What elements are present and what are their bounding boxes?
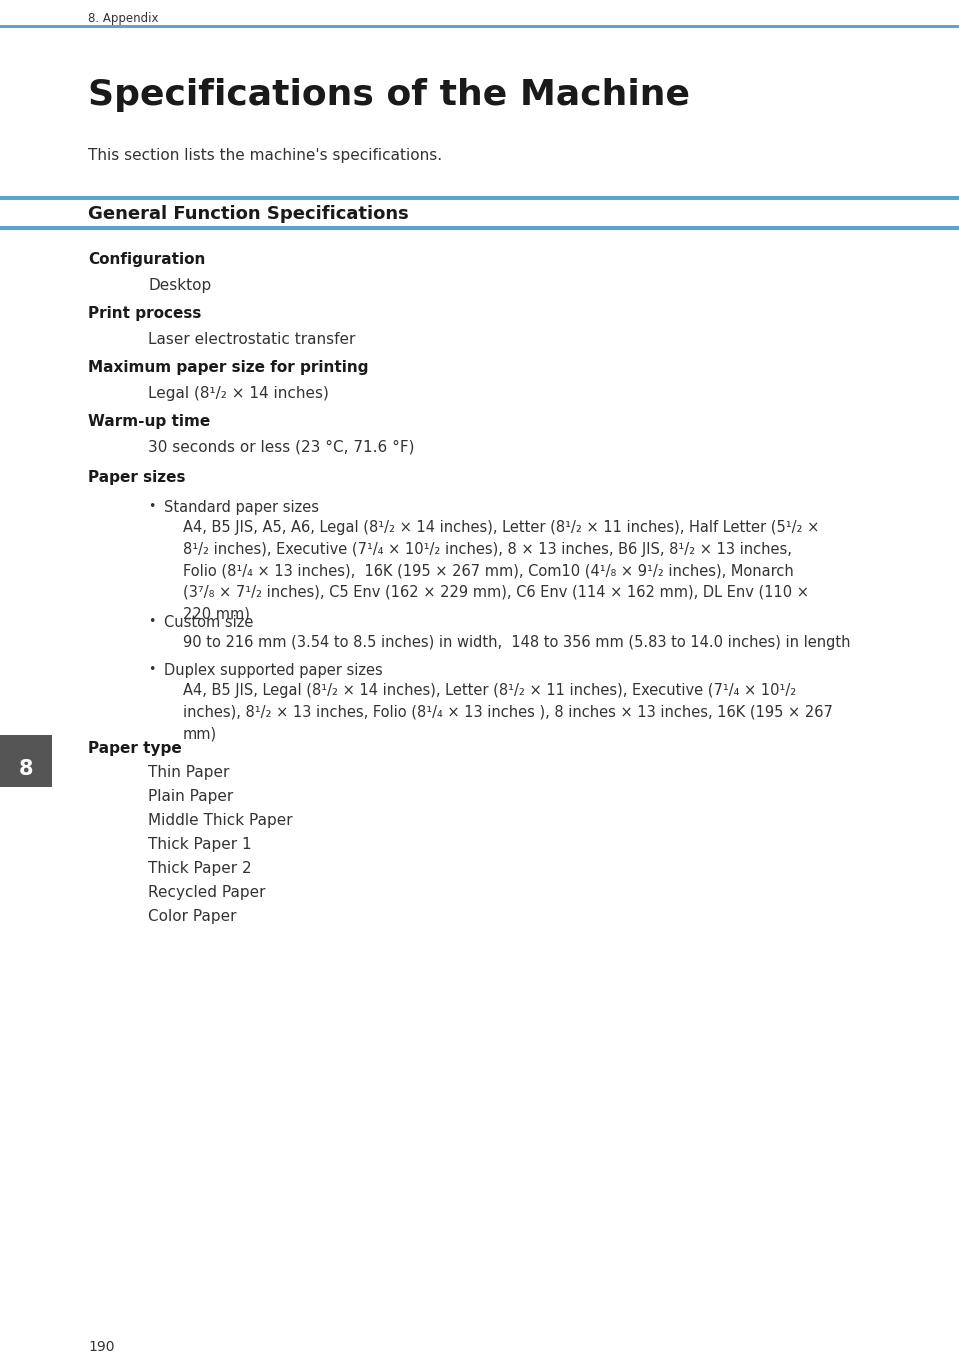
Text: Specifications of the Machine: Specifications of the Machine bbox=[88, 78, 690, 112]
Text: Standard paper sizes: Standard paper sizes bbox=[164, 500, 319, 515]
Text: Middle Thick Paper: Middle Thick Paper bbox=[148, 813, 292, 828]
Text: 90 to 216 mm (3.54 to 8.5 inches) in width,  148 to 356 mm (5.83 to 14.0 inches): 90 to 216 mm (3.54 to 8.5 inches) in wid… bbox=[183, 635, 851, 650]
Text: Paper sizes: Paper sizes bbox=[88, 471, 185, 486]
Text: General Function Specifications: General Function Specifications bbox=[88, 205, 409, 223]
Text: Legal (8¹/₂ × 14 inches): Legal (8¹/₂ × 14 inches) bbox=[148, 386, 329, 401]
Text: 30 seconds or less (23 °C, 71.6 °F): 30 seconds or less (23 °C, 71.6 °F) bbox=[148, 441, 414, 456]
Text: •: • bbox=[148, 664, 155, 676]
Text: Color Paper: Color Paper bbox=[148, 908, 237, 923]
Text: Warm-up time: Warm-up time bbox=[88, 413, 210, 428]
Bar bbox=[0, 226, 959, 230]
Text: Thick Paper 2: Thick Paper 2 bbox=[148, 861, 251, 876]
Bar bbox=[0, 24, 959, 29]
Text: Laser electrostatic transfer: Laser electrostatic transfer bbox=[148, 332, 356, 347]
Bar bbox=[0, 196, 959, 200]
Text: Configuration: Configuration bbox=[88, 252, 205, 267]
Text: Paper type: Paper type bbox=[88, 741, 182, 756]
Text: •: • bbox=[148, 500, 155, 513]
Text: 8. Appendix: 8. Appendix bbox=[88, 12, 158, 24]
Text: Maximum paper size for printing: Maximum paper size for printing bbox=[88, 360, 368, 375]
Text: Duplex supported paper sizes: Duplex supported paper sizes bbox=[164, 664, 383, 679]
Text: Recycled Paper: Recycled Paper bbox=[148, 885, 266, 900]
Bar bbox=[0, 734, 52, 787]
Text: Plain Paper: Plain Paper bbox=[148, 789, 233, 804]
Text: Desktop: Desktop bbox=[148, 277, 211, 292]
Text: A4, B5 JIS, A5, A6, Legal (8¹/₂ × 14 inches), Letter (8¹/₂ × 11 inches), Half Le: A4, B5 JIS, A5, A6, Legal (8¹/₂ × 14 inc… bbox=[183, 520, 819, 622]
Text: Thick Paper 1: Thick Paper 1 bbox=[148, 836, 251, 851]
Text: •: • bbox=[148, 615, 155, 628]
Text: 190: 190 bbox=[88, 1340, 114, 1355]
Text: A4, B5 JIS, Legal (8¹/₂ × 14 inches), Letter (8¹/₂ × 11 inches), Executive (7¹/₄: A4, B5 JIS, Legal (8¹/₂ × 14 inches), Le… bbox=[183, 683, 832, 741]
Text: Custom size: Custom size bbox=[164, 615, 253, 630]
Text: This section lists the machine's specifications.: This section lists the machine's specifi… bbox=[88, 148, 442, 163]
Text: 8: 8 bbox=[19, 759, 34, 779]
Text: Print process: Print process bbox=[88, 306, 201, 321]
Text: Thin Paper: Thin Paper bbox=[148, 764, 229, 781]
